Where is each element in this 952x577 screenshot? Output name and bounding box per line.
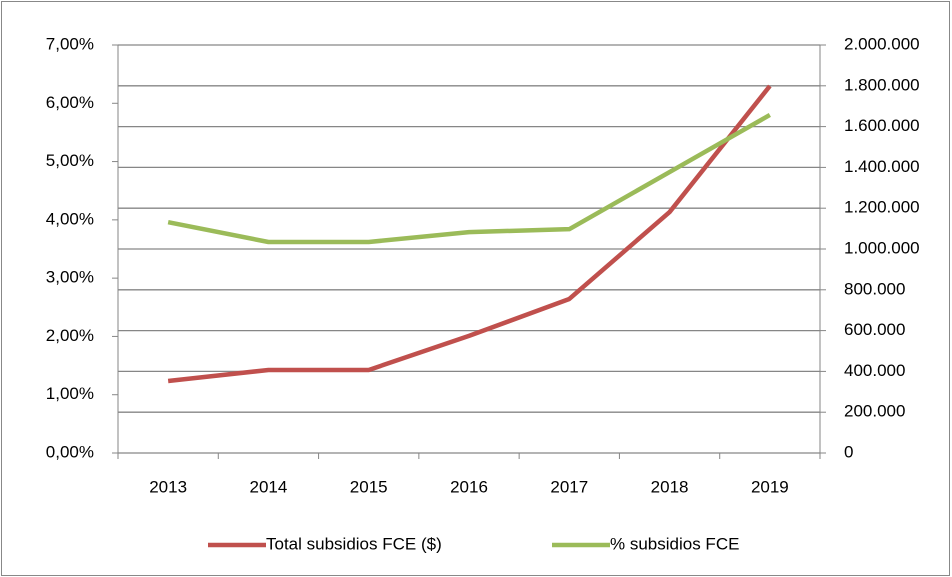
y2-tick-label: 800.000 [844,279,905,298]
y-tick-label: 7,00% [46,34,94,53]
y-tick-label: 6,00% [46,93,94,112]
legend-label: % subsidios FCE [610,534,739,553]
y-tick-label: 1,00% [46,384,94,403]
y-tick-label: 2,00% [46,326,94,345]
y2-tick-label: 1.400.000 [844,157,920,176]
x-tick-label: 2013 [149,477,187,496]
y2-tick-label: 1.800.000 [844,75,920,94]
y2-tick-label: 2.000.000 [844,34,920,53]
y-tick-label: 5,00% [46,151,94,170]
y2-tick-label: 1.000.000 [844,238,920,257]
y2-tick-label: 1.600.000 [844,116,920,135]
y2-tick-label: 600.000 [844,320,905,339]
y-tick-label: 0,00% [46,442,94,461]
y-tick-label: 3,00% [46,268,94,287]
y2-tick-label: 200.000 [844,402,905,421]
x-tick-label: 2016 [450,477,488,496]
line-series [167,112,771,245]
y2-tick-label: 400.000 [844,361,905,380]
x-tick-label: 2019 [751,477,789,496]
legend-label: Total subsidios FCE ($) [266,534,442,553]
x-tick-label: 2015 [350,477,388,496]
line-series [167,84,772,384]
x-tick-label: 2017 [550,477,588,496]
y-tick-label: 4,00% [46,209,94,228]
x-tick-label: 2018 [651,477,689,496]
y2-tick-label: 0 [844,442,853,461]
x-tick-label: 2014 [250,477,288,496]
y2-tick-label: 1.200.000 [844,198,920,217]
